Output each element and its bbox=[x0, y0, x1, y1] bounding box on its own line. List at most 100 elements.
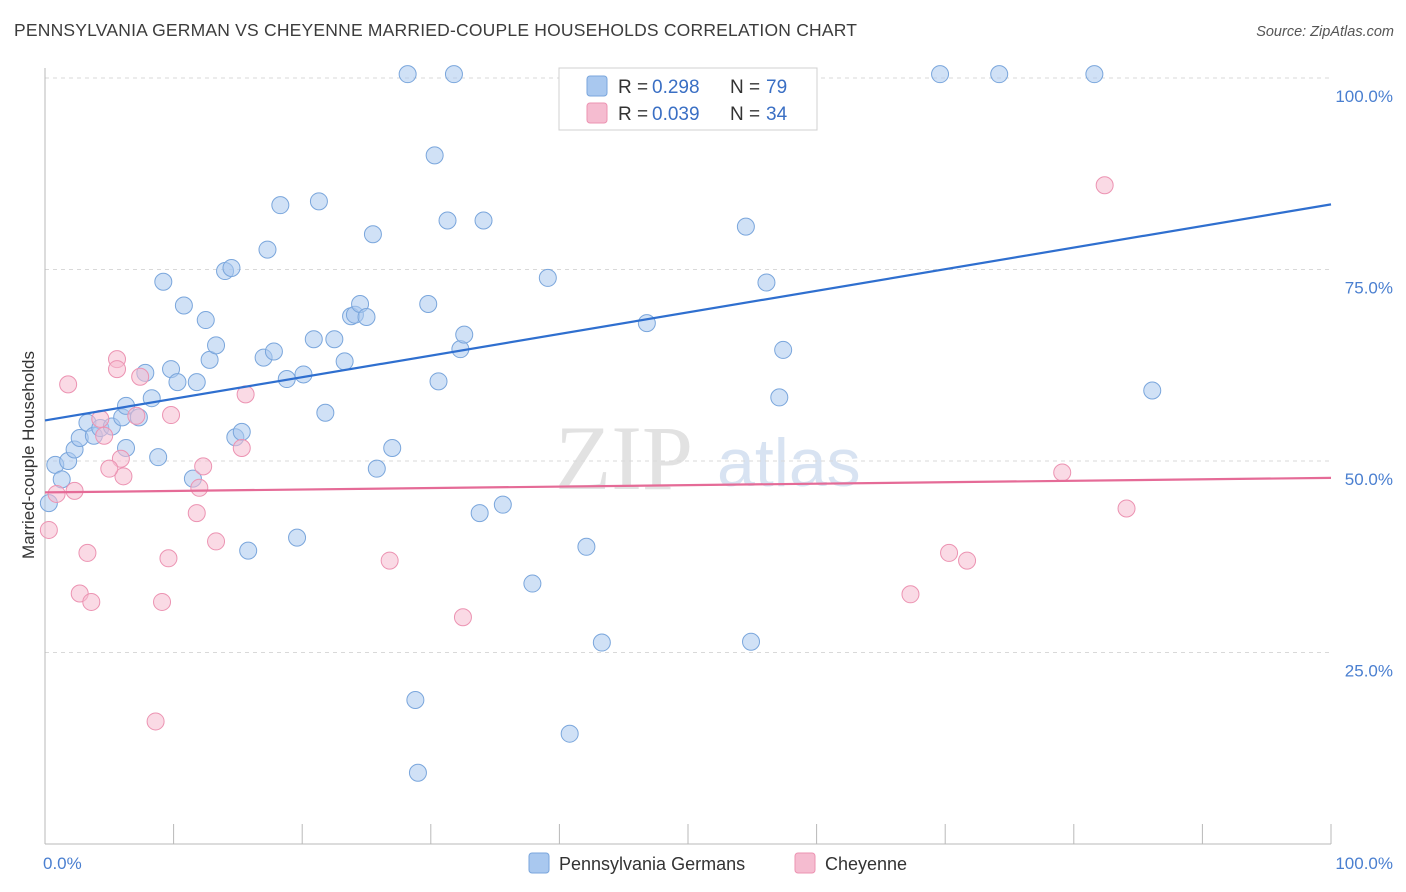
point-pennsylvania-germans bbox=[637, 314, 656, 333]
point-cheyenne bbox=[108, 360, 127, 379]
y-tick-label: 75.0% bbox=[1345, 279, 1393, 298]
point-pennsylvania-germans bbox=[425, 146, 444, 165]
legend-n-label-2: N = bbox=[730, 104, 760, 125]
point-cheyenne bbox=[114, 467, 133, 486]
chart-title: PENNSYLVANIA GERMAN VS CHEYENNE MARRIED-… bbox=[14, 20, 858, 40]
point-pennsylvania-germans bbox=[455, 325, 474, 344]
watermark: ZIP atlas bbox=[555, 407, 861, 509]
bottom-legend-label-1: Pennsylvania Germans bbox=[559, 854, 745, 874]
trend-lines bbox=[44, 203, 1332, 494]
point-cheyenne bbox=[100, 459, 119, 478]
point-pennsylvania-germans bbox=[239, 541, 258, 560]
legend-swatch-pink bbox=[586, 102, 608, 124]
point-pennsylvania-germans bbox=[408, 763, 427, 782]
gridlines bbox=[45, 77, 1331, 653]
point-cheyenne bbox=[940, 543, 959, 562]
source-credit: Source: ZipAtlas.com bbox=[1256, 24, 1394, 40]
point-cheyenne bbox=[162, 406, 181, 425]
point-cheyenne bbox=[453, 608, 472, 627]
watermark-atlas: atlas bbox=[717, 425, 861, 501]
point-pennsylvania-germans bbox=[258, 240, 277, 259]
point-pennsylvania-germans bbox=[335, 352, 354, 371]
point-pennsylvania-germans bbox=[325, 330, 344, 349]
legend-r-label-1: R = bbox=[618, 77, 648, 98]
point-cheyenne bbox=[146, 712, 165, 731]
point-pennsylvania-germans bbox=[592, 633, 611, 652]
point-cheyenne bbox=[194, 457, 213, 476]
point-pennsylvania-germans bbox=[168, 373, 187, 392]
point-pennsylvania-germans bbox=[196, 311, 215, 330]
legend-r-label-2: R = bbox=[618, 104, 648, 125]
legend-r-value-2: 0.039 bbox=[652, 104, 700, 125]
point-pennsylvania-germans bbox=[560, 724, 579, 743]
point-cheyenne bbox=[39, 520, 58, 539]
y-tick-labels: 25.0% 50.0% 75.0% 100.0% bbox=[1335, 87, 1393, 681]
point-pennsylvania-germans bbox=[931, 65, 950, 84]
point-cheyenne bbox=[47, 484, 66, 503]
point-pennsylvania-germans bbox=[736, 217, 755, 236]
bottom-legend-label-2: Cheyenne bbox=[825, 854, 907, 874]
point-cheyenne bbox=[1095, 176, 1114, 195]
point-cheyenne bbox=[232, 438, 251, 457]
bottom-legend-swatch-pink bbox=[794, 852, 816, 874]
y-axis-label: Married-couple Households bbox=[19, 351, 38, 559]
point-cheyenne bbox=[380, 551, 399, 570]
point-pennsylvania-germans bbox=[264, 342, 283, 361]
legend-box: R = 0.298 N = 79 R = 0.039 N = 34 bbox=[558, 67, 818, 131]
point-pennsylvania-germans bbox=[438, 211, 457, 230]
point-pennsylvania-germans bbox=[232, 422, 251, 441]
series-cheyenne-points bbox=[39, 176, 1136, 731]
point-pennsylvania-germans bbox=[367, 459, 386, 478]
y-tick-label: 25.0% bbox=[1345, 662, 1393, 681]
point-pennsylvania-germans bbox=[470, 504, 489, 523]
point-pennsylvania-germans bbox=[990, 65, 1009, 84]
point-pennsylvania-germans bbox=[309, 192, 328, 211]
point-pennsylvania-germans bbox=[288, 528, 307, 547]
point-pennsylvania-germans bbox=[149, 448, 168, 467]
point-pennsylvania-germans bbox=[222, 258, 241, 277]
legend-n-value-2: 34 bbox=[766, 104, 788, 125]
point-pennsylvania-germans bbox=[419, 294, 438, 313]
point-pennsylvania-germans bbox=[444, 65, 463, 84]
point-cheyenne bbox=[1053, 463, 1072, 482]
point-pennsylvania-germans bbox=[363, 225, 382, 244]
legend-r-value-1: 0.298 bbox=[652, 77, 700, 98]
point-pennsylvania-germans bbox=[406, 690, 425, 709]
point-cheyenne bbox=[111, 449, 130, 468]
point-pennsylvania-germans bbox=[538, 268, 557, 287]
bottom-legend: Pennsylvania Germans Cheyenne bbox=[528, 852, 907, 874]
x-tick-label: 100.0% bbox=[1335, 854, 1393, 873]
point-pennsylvania-germans bbox=[187, 373, 206, 392]
point-pennsylvania-germans bbox=[294, 365, 313, 384]
point-pennsylvania-germans bbox=[398, 65, 417, 84]
legend-n-label-1: N = bbox=[730, 77, 760, 98]
point-cheyenne bbox=[187, 504, 206, 523]
bottom-legend-swatch-blue bbox=[528, 852, 550, 874]
point-pennsylvania-germans bbox=[493, 495, 512, 514]
point-pennsylvania-germans bbox=[577, 537, 596, 556]
point-cheyenne bbox=[78, 543, 97, 562]
point-pennsylvania-germans bbox=[523, 574, 542, 593]
point-pennsylvania-germans bbox=[770, 388, 789, 407]
watermark-zip: ZIP bbox=[555, 407, 693, 509]
legend-n-value-1: 79 bbox=[766, 77, 787, 98]
point-cheyenne bbox=[901, 585, 920, 604]
point-cheyenne bbox=[82, 592, 101, 611]
point-pennsylvania-germans bbox=[383, 438, 402, 457]
point-cheyenne bbox=[207, 532, 226, 551]
legend-swatch-blue bbox=[586, 75, 608, 97]
point-pennsylvania-germans bbox=[429, 372, 448, 391]
point-pennsylvania-germans bbox=[316, 403, 335, 422]
point-cheyenne bbox=[153, 592, 172, 611]
point-cheyenne bbox=[1117, 499, 1136, 518]
point-cheyenne bbox=[65, 481, 84, 500]
point-pennsylvania-germans bbox=[757, 273, 776, 292]
point-pennsylvania-germans bbox=[1143, 381, 1162, 400]
point-pennsylvania-germans bbox=[174, 296, 193, 315]
trend-line-pennsylvania-germans bbox=[44, 203, 1332, 422]
point-cheyenne bbox=[127, 406, 146, 425]
axes bbox=[44, 68, 1332, 845]
point-cheyenne bbox=[958, 551, 977, 570]
point-cheyenne bbox=[190, 478, 209, 497]
